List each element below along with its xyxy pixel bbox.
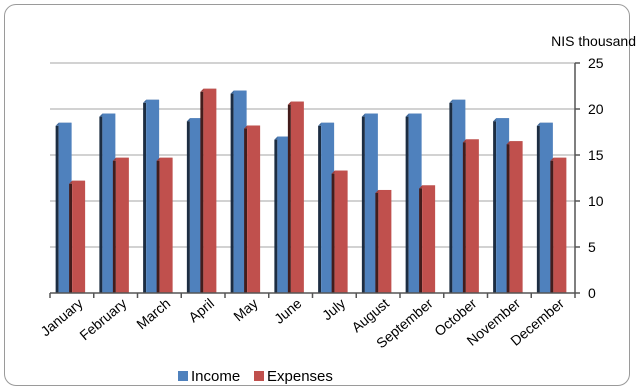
bar-expenses-august-side (375, 193, 378, 293)
y-tick-label-25: 25 (588, 55, 604, 71)
bar-expenses-july (335, 171, 348, 293)
legend-label-expenses: Expenses (267, 368, 333, 385)
bar-expenses-october-side (463, 142, 466, 293)
bar-expenses-december-side (550, 161, 553, 293)
bar-income-august-side (362, 117, 365, 293)
bar-expenses-december (553, 158, 566, 293)
legend-swatch-expenses (254, 371, 264, 381)
bar-income-june-side (274, 140, 277, 293)
bar-expenses-november-side (507, 144, 510, 293)
y-tick-label-15: 15 (588, 147, 604, 163)
y-tick-label-0: 0 (588, 285, 596, 301)
bar-income-january-side (56, 126, 59, 293)
bar-income-october-side (449, 103, 452, 293)
bar-income-september-side (406, 117, 409, 293)
x-category-label-june: June (271, 295, 305, 327)
bar-expenses-february (116, 158, 129, 293)
x-category-label-july: July (319, 295, 348, 323)
bar-expenses-september (422, 185, 435, 293)
bar-expenses-april-side (200, 92, 203, 293)
legend-swatch-income (178, 371, 188, 381)
bar-expenses-september-side (419, 188, 422, 293)
x-category-label-april: April (185, 295, 217, 325)
bar-expenses-march (160, 158, 173, 293)
bar-income-march-side (143, 103, 146, 293)
bar-expenses-august (378, 190, 391, 293)
bar-expenses-january-side (69, 184, 72, 293)
x-category-label-february: February (76, 295, 129, 343)
x-category-label-may: May (230, 295, 261, 324)
x-category-label-march: March (133, 295, 173, 332)
bar-expenses-june (291, 102, 304, 293)
bar-expenses-march-side (157, 161, 160, 293)
bar-income-november-side (493, 121, 496, 293)
bars (56, 89, 567, 293)
bar-expenses-february-side (113, 161, 116, 293)
legend-label-income: Income (191, 368, 240, 385)
bar-expenses-may (247, 126, 260, 293)
bar-expenses-january (72, 181, 85, 293)
bar-income-july-side (318, 126, 321, 293)
bar-income-may-side (231, 94, 234, 293)
bar-income-december-side (537, 126, 540, 293)
legend: Income Expenses (178, 368, 333, 385)
y-tick-label-5: 5 (588, 239, 596, 255)
bar-expenses-october (466, 139, 479, 293)
bar-income-april-side (187, 121, 190, 293)
bar-expenses-june-side (288, 105, 291, 293)
bar-expenses-april (203, 89, 216, 293)
y-axis-unit-label: NIS thousand (551, 33, 636, 49)
bar-expenses-november (510, 141, 523, 293)
bar-expenses-july-side (332, 174, 335, 293)
bar-income-february-side (99, 117, 102, 293)
y-tick-label-10: 10 (588, 193, 604, 209)
bar-expenses-may-side (244, 129, 247, 293)
y-tick-label-20: 20 (588, 101, 604, 117)
